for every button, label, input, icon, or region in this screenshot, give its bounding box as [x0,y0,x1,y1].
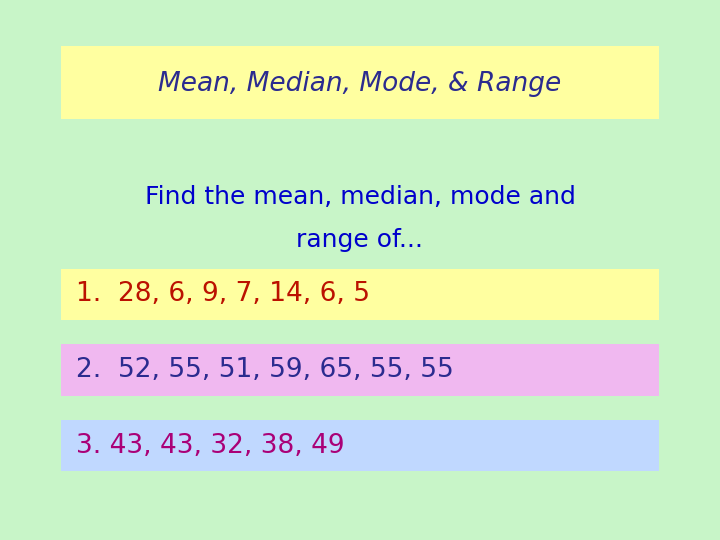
FancyBboxPatch shape [61,420,659,471]
Text: Find the mean, median, mode and: Find the mean, median, mode and [145,185,575,209]
FancyBboxPatch shape [61,268,659,320]
Text: Mean, Median, Mode, & Range: Mean, Median, Mode, & Range [158,71,562,97]
Text: 3. 43, 43, 32, 38, 49: 3. 43, 43, 32, 38, 49 [76,433,344,458]
Text: 1.  28, 6, 9, 7, 14, 6, 5: 1. 28, 6, 9, 7, 14, 6, 5 [76,281,369,307]
FancyBboxPatch shape [61,46,659,119]
FancyBboxPatch shape [61,345,659,395]
Text: 2.  52, 55, 51, 59, 65, 55, 55: 2. 52, 55, 51, 59, 65, 55, 55 [76,357,454,383]
Text: range of...: range of... [297,228,423,252]
